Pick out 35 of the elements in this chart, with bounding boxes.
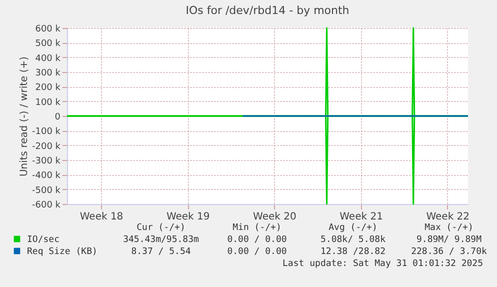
- text: 5.08k/ 5.08k: [320, 235, 386, 245]
- y-tick-label: 600 k: [35, 24, 62, 34]
- text: 228.36 / 3.70k: [411, 247, 488, 257]
- y-tick-label: 500 k: [35, 39, 62, 50]
- text: 0.00 / 0.00: [227, 247, 287, 257]
- x-tick-label: Week 18: [80, 212, 124, 222]
- text: 8.37 / 5.54: [131, 247, 191, 257]
- y-tick-label: 300 k: [35, 68, 62, 78]
- text: Last update: Sat May 31 01:01:32 2025: [282, 259, 483, 269]
- text: Min (-/+): [232, 223, 282, 233]
- x-tick-label: Week 20: [253, 212, 296, 222]
- x-tick-label: Week 19: [166, 212, 210, 222]
- y-axis-title: Units read (-) / write (+): [19, 56, 30, 177]
- y-tick-label: -600 k: [32, 200, 62, 210]
- y-tick-label: 0: [54, 112, 61, 122]
- text: 12.38 /28.82: [320, 247, 386, 257]
- text: 345.43m/95.83m: [123, 235, 199, 245]
- y-tick-label: 100 k: [35, 98, 62, 108]
- y-tick-label: 400 k: [35, 54, 62, 64]
- text: 0.00 / 0.00: [227, 235, 287, 245]
- text: Max (-/+): [424, 223, 474, 233]
- x-tick-label: Week 22: [426, 212, 470, 222]
- legend-label: IO/sec: [27, 235, 60, 245]
- text: 9.89M/ 9.89M: [416, 235, 482, 245]
- y-tick-label: -200 k: [32, 142, 62, 152]
- text: Cur (-/+): [136, 223, 186, 233]
- legend-label: Req Size (KB): [27, 247, 98, 257]
- x-tick-label: Week 21: [340, 212, 383, 222]
- y-tick-label: 200 k: [35, 83, 62, 94]
- chart-title: IOs for /dev/rbd14 - by month: [186, 4, 350, 17]
- y-tick-label: -500 k: [32, 186, 62, 196]
- y-tick-label: -300 k: [32, 156, 62, 166]
- text: Avg (-/+): [328, 223, 378, 233]
- y-tick-label: -400 k: [32, 171, 62, 182]
- y-tick-label: -100 k: [32, 127, 62, 138]
